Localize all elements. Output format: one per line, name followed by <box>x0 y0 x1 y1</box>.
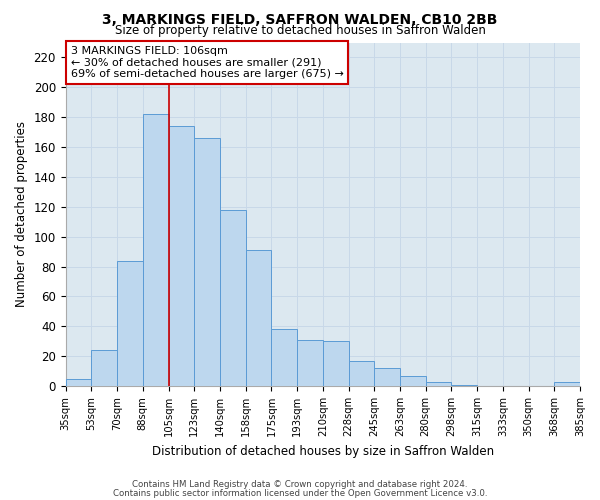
Text: Contains public sector information licensed under the Open Government Licence v3: Contains public sector information licen… <box>113 488 487 498</box>
Bar <box>425 382 451 386</box>
Bar <box>143 114 169 386</box>
Y-axis label: Number of detached properties: Number of detached properties <box>15 122 28 308</box>
X-axis label: Distribution of detached houses by size in Saffron Walden: Distribution of detached houses by size … <box>152 444 494 458</box>
Bar <box>271 330 297 386</box>
Bar <box>91 350 117 386</box>
Text: 3 MARKINGS FIELD: 106sqm
← 30% of detached houses are smaller (291)
69% of semi-: 3 MARKINGS FIELD: 106sqm ← 30% of detach… <box>71 46 344 79</box>
Bar <box>194 138 220 386</box>
Bar <box>117 260 143 386</box>
Bar <box>400 376 425 386</box>
Text: Size of property relative to detached houses in Saffron Walden: Size of property relative to detached ho… <box>115 24 485 37</box>
Bar <box>65 378 91 386</box>
Bar <box>554 382 580 386</box>
Bar <box>374 368 400 386</box>
Bar <box>323 342 349 386</box>
Bar <box>169 126 194 386</box>
Bar <box>245 250 271 386</box>
Text: 3, MARKINGS FIELD, SAFFRON WALDEN, CB10 2BB: 3, MARKINGS FIELD, SAFFRON WALDEN, CB10 … <box>103 12 497 26</box>
Bar <box>349 360 374 386</box>
Bar <box>451 384 477 386</box>
Text: Contains HM Land Registry data © Crown copyright and database right 2024.: Contains HM Land Registry data © Crown c… <box>132 480 468 489</box>
Bar <box>297 340 323 386</box>
Bar <box>220 210 245 386</box>
